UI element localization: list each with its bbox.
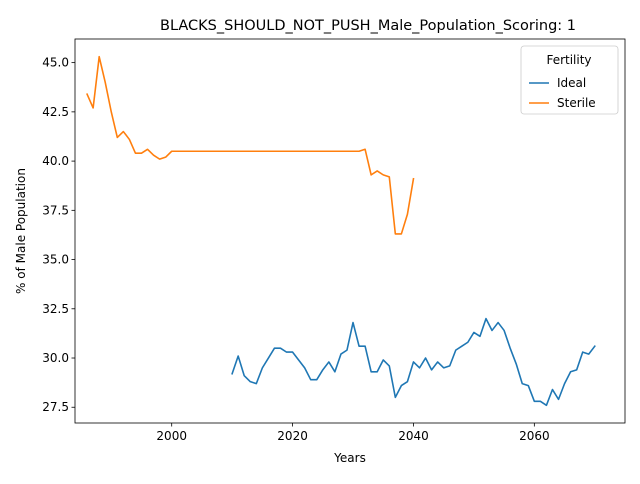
plot-lines [87, 57, 595, 406]
x-tick-label: 2060 [519, 429, 550, 443]
y-tick-label: 37.5 [42, 203, 69, 217]
y-tick-label: 30.0 [42, 351, 69, 365]
series-line-ideal [232, 319, 595, 406]
legend-label-sterile: Sterile [557, 96, 596, 110]
x-axis-label: Years [333, 451, 366, 465]
y-axis-label: % of Male Population [14, 168, 28, 294]
chart-title: BLACKS_SHOULD_NOT_PUSH_Male_Population_S… [160, 18, 576, 34]
y-tick-label: 42.5 [42, 105, 69, 119]
y-tick-label: 40.0 [42, 154, 69, 168]
legend-label-ideal: Ideal [557, 76, 586, 90]
y-tick-label: 35.0 [42, 253, 69, 267]
y-axis-ticks: 27.5 30.0 32.5 35.0 37.5 40.0 42.5 45.0 [42, 56, 75, 415]
legend-title: Fertility [546, 53, 591, 67]
x-tick-label: 2040 [398, 429, 429, 443]
y-tick-label: 45.0 [42, 56, 69, 70]
legend: Fertility Ideal Sterile [521, 46, 618, 114]
x-tick-label: 2000 [156, 429, 187, 443]
y-tick-label: 27.5 [42, 400, 69, 414]
x-axis-ticks: 2000 2020 2040 2060 [156, 423, 549, 443]
series-line-sterile [87, 57, 413, 234]
y-tick-label: 32.5 [42, 302, 69, 316]
x-tick-label: 2020 [277, 429, 308, 443]
